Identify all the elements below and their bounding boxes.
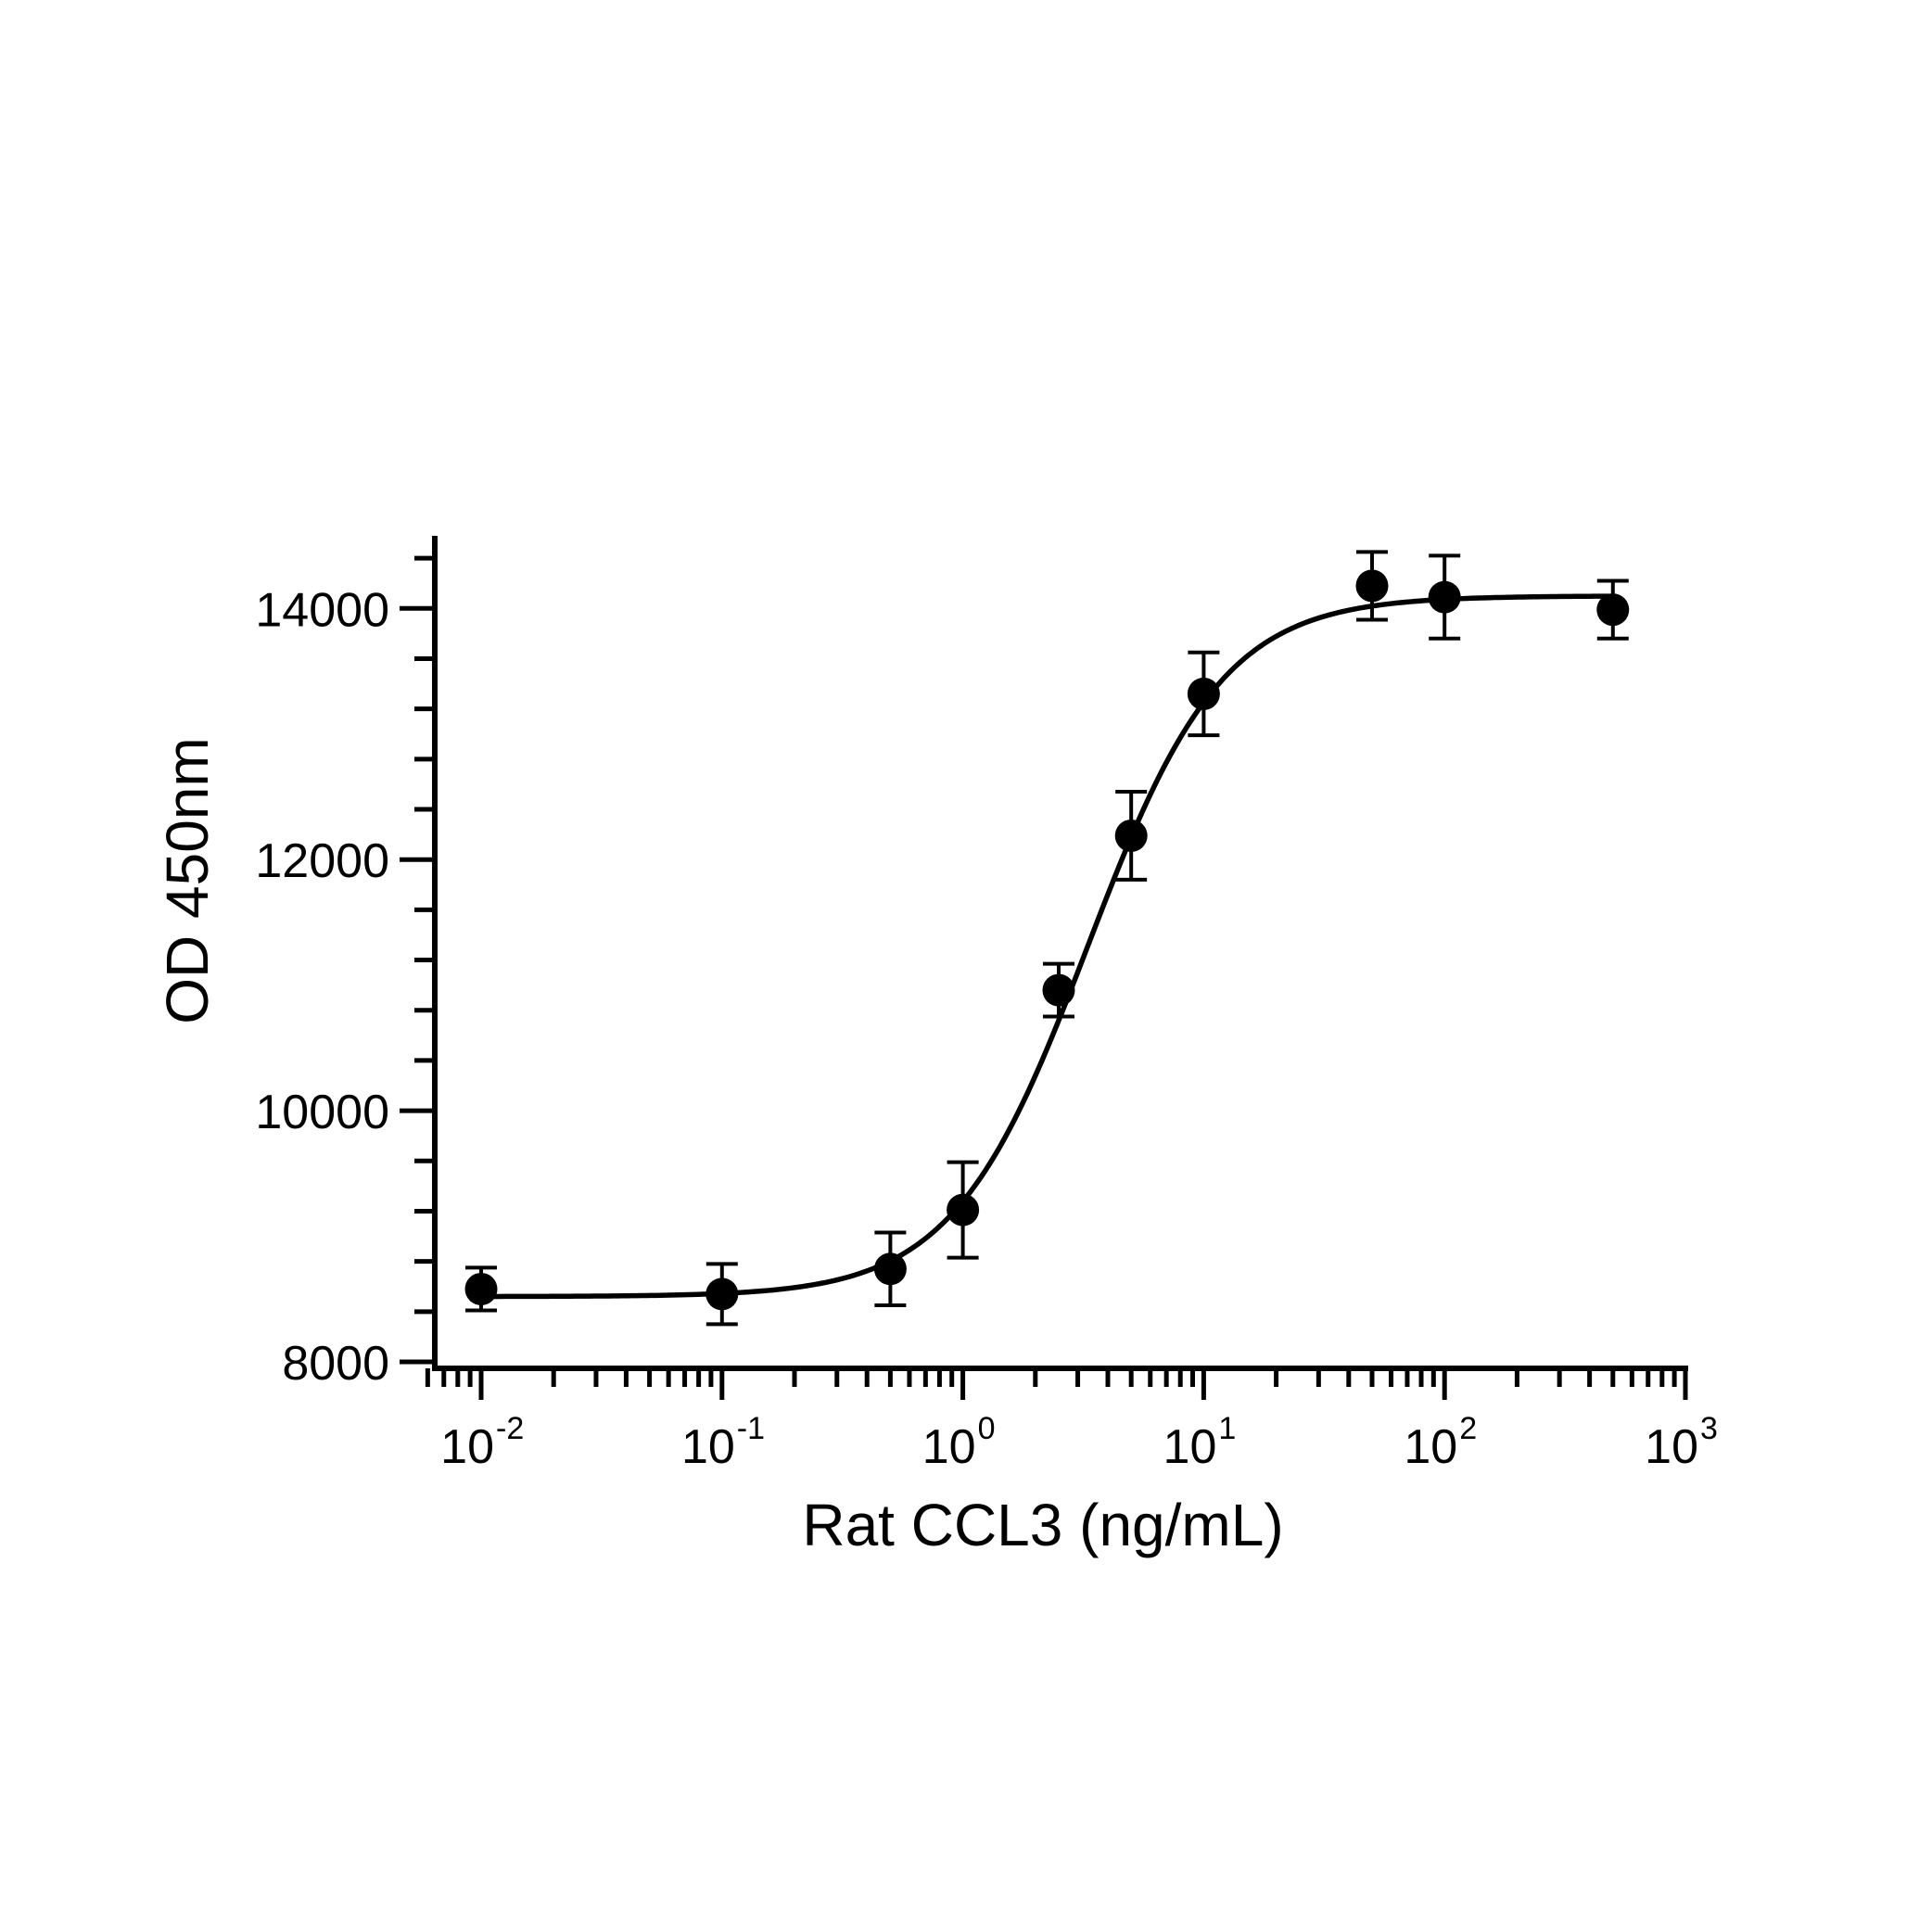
x-tick-label: 10 <box>440 1420 494 1474</box>
y-tick-label: 14000 <box>255 583 389 637</box>
x-tick-exponent: -2 <box>496 1411 524 1446</box>
y-tick-label: 12000 <box>255 834 389 888</box>
x-tick-exponent: -1 <box>737 1411 765 1446</box>
error-bars <box>465 550 1629 1327</box>
data-point <box>1042 973 1075 1007</box>
fit-curve <box>480 593 1613 1300</box>
data-point <box>1596 593 1630 627</box>
y-axis-title: OD 450nm <box>154 737 221 1023</box>
x-tick-exponent: 2 <box>1459 1411 1477 1446</box>
axes <box>400 536 1688 1400</box>
fit-curve-layer <box>480 593 1613 1300</box>
x-tick-label: 10 <box>1404 1420 1457 1474</box>
data-point <box>705 1277 739 1311</box>
x-tick-exponent: 3 <box>1700 1411 1718 1446</box>
x-tick-label: 10 <box>1163 1420 1217 1474</box>
data-point <box>1114 819 1148 852</box>
x-tick-label: 10 <box>681 1420 735 1474</box>
data-point <box>1355 569 1389 603</box>
data-point <box>464 1272 498 1305</box>
data-point <box>1428 580 1461 614</box>
data-point <box>873 1252 907 1286</box>
x-tick-label: 10 <box>1645 1420 1698 1474</box>
data-point <box>947 1193 980 1227</box>
data-point <box>1187 677 1220 710</box>
y-tick-label: 10000 <box>255 1086 389 1139</box>
x-tick-label: 10 <box>922 1420 976 1474</box>
x-axis-title: Rat CCL3 (ng/mL) <box>802 1492 1283 1558</box>
data-points <box>464 569 1630 1311</box>
x-tick-exponent: 1 <box>1218 1411 1236 1446</box>
y-tick-label: 8000 <box>282 1337 389 1391</box>
x-tick-exponent: 0 <box>978 1411 996 1446</box>
